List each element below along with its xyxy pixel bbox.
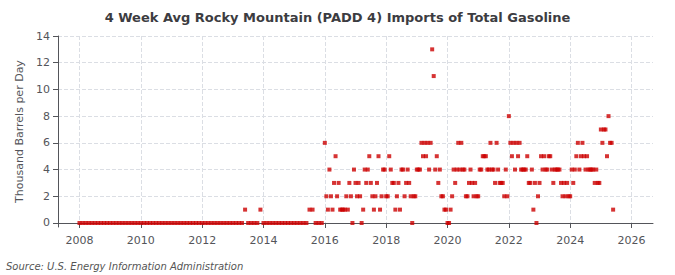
svg-text:4: 4 xyxy=(43,163,50,176)
svg-text:0: 0 xyxy=(43,216,50,229)
svg-text:2022: 2022 xyxy=(495,234,523,247)
svg-text:8: 8 xyxy=(43,110,50,123)
svg-text:2018: 2018 xyxy=(372,234,400,247)
svg-text:2012: 2012 xyxy=(188,234,216,247)
svg-text:Source: U.S. Energy Informatio: Source: U.S. Energy Information Administ… xyxy=(6,261,243,272)
svg-text:2: 2 xyxy=(43,190,50,203)
svg-text:14: 14 xyxy=(36,30,50,43)
svg-text:2026: 2026 xyxy=(618,234,646,247)
svg-text:2024: 2024 xyxy=(556,234,584,247)
svg-text:2014: 2014 xyxy=(249,234,277,247)
svg-text:4 Week Avg Rocky Mountain (PAD: 4 Week Avg Rocky Mountain (PADD 4) Impor… xyxy=(105,10,571,25)
svg-text:2010: 2010 xyxy=(127,234,155,247)
svg-text:2016: 2016 xyxy=(311,234,339,247)
svg-text:Thousand Barrels per Day: Thousand Barrels per Day xyxy=(13,60,26,204)
svg-text:2020: 2020 xyxy=(434,234,462,247)
svg-text:2008: 2008 xyxy=(65,234,93,247)
svg-text:12: 12 xyxy=(36,56,50,69)
svg-text:6: 6 xyxy=(43,136,50,149)
svg-text:10: 10 xyxy=(36,83,50,96)
